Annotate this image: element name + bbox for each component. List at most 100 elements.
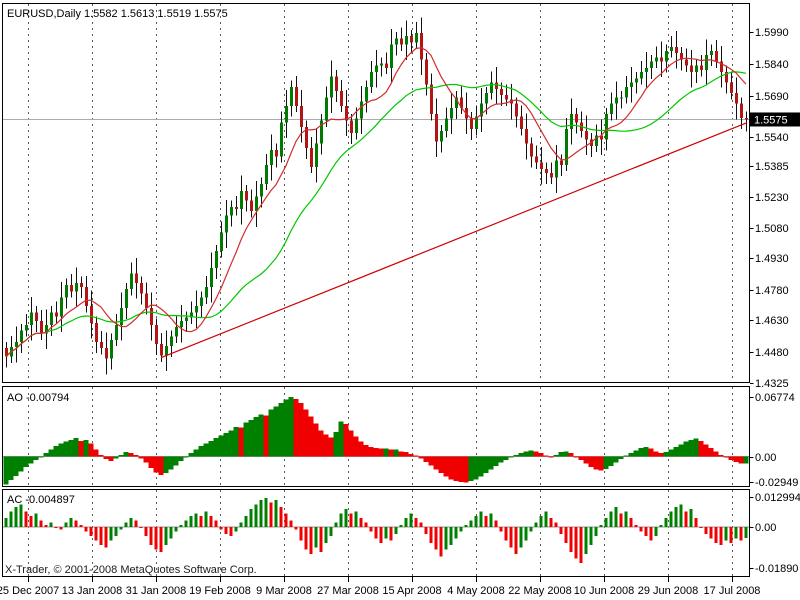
time-axis-label: 10 Jun 2008 bbox=[574, 585, 635, 597]
bear-candle bbox=[420, 33, 423, 60]
ao-bar-up bbox=[63, 441, 69, 457]
ao-bar-down bbox=[98, 454, 104, 457]
ao-bar-down bbox=[428, 456, 434, 466]
ac-bar-up bbox=[114, 527, 118, 536]
ac-bar-up bbox=[19, 504, 23, 527]
ao-bar-up bbox=[208, 440, 214, 457]
bear-candle bbox=[430, 84, 433, 115]
bear-candle bbox=[245, 191, 248, 201]
bull-candle bbox=[125, 289, 128, 309]
ac-bar-up bbox=[664, 518, 668, 527]
ao-bar-up bbox=[488, 456, 494, 470]
ac-indicator-label: AC -0.004897 bbox=[7, 494, 75, 506]
bull-candle bbox=[60, 297, 63, 317]
bull-candle bbox=[290, 86, 293, 106]
ac-bar-down bbox=[59, 527, 63, 530]
ac-bar-down bbox=[199, 515, 203, 527]
ac-bar-down bbox=[424, 527, 428, 534]
bull-candle bbox=[595, 135, 598, 146]
bull-candle bbox=[210, 268, 213, 288]
ao-bar-down bbox=[318, 430, 324, 457]
ac-bar-down bbox=[429, 527, 433, 543]
bear-candle bbox=[35, 312, 38, 321]
ao-bar-up bbox=[613, 456, 619, 463]
ac-bar-up bbox=[164, 527, 168, 545]
slow-moving-average-line bbox=[5, 71, 747, 358]
ac-bar-up bbox=[609, 511, 613, 527]
ac-bar-down bbox=[29, 515, 33, 527]
bull-candle bbox=[200, 297, 203, 307]
ao-bar-down bbox=[583, 456, 589, 464]
ac-bar-down bbox=[389, 527, 393, 541]
bull-candle bbox=[175, 327, 178, 337]
ao-bar-up bbox=[183, 456, 189, 458]
ac-bar-up bbox=[524, 527, 528, 541]
time-axis-label: 29 Jun 2008 bbox=[638, 585, 699, 597]
ao-indicator-panel[interactable] bbox=[2, 386, 750, 487]
ao-bar-up bbox=[223, 432, 229, 457]
bear-candle bbox=[100, 341, 103, 349]
ao-bar-up bbox=[508, 456, 514, 458]
price-axis-label: 1.4930 bbox=[755, 253, 789, 265]
bull-candle bbox=[405, 36, 408, 45]
ac-bar-up bbox=[474, 515, 478, 527]
ao-bar-down bbox=[143, 456, 149, 463]
ao-bar-up bbox=[553, 454, 559, 457]
ac-bar-down bbox=[24, 511, 28, 527]
ac-bar-down bbox=[629, 518, 633, 527]
ac-bar-up bbox=[274, 500, 278, 527]
price-axis-label: 1.5230 bbox=[755, 192, 789, 204]
ao-bar-down bbox=[438, 456, 444, 474]
ac-bar-up bbox=[124, 522, 128, 527]
bull-candle bbox=[215, 251, 218, 269]
ac-bar-up bbox=[14, 506, 18, 527]
ao-bar-down bbox=[568, 453, 574, 457]
bull-candle bbox=[610, 103, 613, 115]
ac-bar-down bbox=[139, 527, 143, 528]
ao-bar-up bbox=[633, 450, 639, 457]
ac-bar-down bbox=[729, 527, 733, 543]
ac-bar-down bbox=[434, 527, 438, 550]
bull-candle bbox=[390, 44, 393, 68]
ac-bar-down bbox=[279, 506, 283, 527]
bull-candle bbox=[315, 143, 318, 167]
bull-candle bbox=[285, 105, 288, 123]
indicator-axis-label: 0.06774 bbox=[755, 392, 795, 404]
bull-candle bbox=[355, 118, 358, 134]
bear-candle bbox=[80, 282, 83, 288]
bull-candle bbox=[20, 330, 23, 342]
ao-bar-down bbox=[378, 448, 384, 457]
bear-candle bbox=[55, 312, 58, 317]
ao-bar-down bbox=[573, 456, 579, 458]
ac-bar-down bbox=[619, 513, 623, 527]
ao-bar-down bbox=[323, 434, 329, 457]
bear-candle bbox=[250, 200, 253, 212]
ao-bar-up bbox=[288, 397, 294, 457]
ao-bar-up bbox=[338, 421, 344, 457]
bull-candle bbox=[695, 65, 698, 73]
bull-candle bbox=[615, 97, 618, 104]
ac-bar-up bbox=[464, 524, 468, 527]
ac-bar-up bbox=[459, 527, 463, 532]
ac-bar-down bbox=[44, 524, 48, 527]
ac-bar-up bbox=[539, 515, 543, 527]
ac-bar-down bbox=[694, 518, 698, 527]
bear-candle bbox=[515, 103, 518, 117]
ao-bar-down bbox=[598, 456, 604, 471]
bear-candle bbox=[155, 325, 158, 344]
ao-bar-down bbox=[353, 436, 359, 457]
ac-bar-down bbox=[349, 513, 353, 527]
ac-bar-down bbox=[84, 527, 88, 532]
ao-bar-down bbox=[78, 440, 84, 457]
bear-candle bbox=[470, 118, 473, 129]
copyright-watermark: X-Trader, © 2001-2008 MetaQuotes Softwar… bbox=[5, 564, 257, 576]
ao-bar-down bbox=[293, 398, 299, 457]
bear-candle bbox=[435, 114, 438, 142]
ao-bar-up bbox=[558, 452, 564, 457]
bull-candle bbox=[455, 97, 458, 108]
bear-candle bbox=[275, 150, 278, 157]
bull-candle bbox=[450, 107, 453, 119]
bear-candle bbox=[340, 91, 343, 106]
price-axis-label: 1.5990 bbox=[755, 27, 789, 39]
